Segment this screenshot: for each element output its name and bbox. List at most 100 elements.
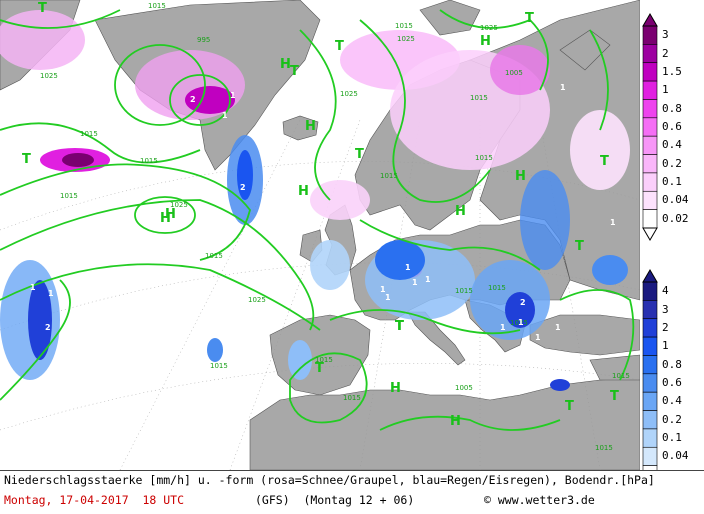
snow-precip [0, 10, 630, 278]
isobar-label: 1025 [510, 319, 528, 327]
legend-label: 3 [662, 28, 669, 42]
triangle-down-icon [642, 227, 658, 241]
legend-snow: 3 2 1.5 1 0.8 0.6 0.4 0.2 0.1 0.04 0.02 [640, 12, 704, 242]
precip-label: 1 [225, 203, 231, 212]
legend-swatch [642, 62, 658, 82]
precip-label: 1 [385, 293, 391, 302]
precip-label: 1 [610, 218, 616, 227]
legend-swatch [642, 410, 658, 430]
legend-label: 2 [662, 320, 669, 334]
footer-copyright[interactable]: © www.wetter3.de [484, 493, 595, 507]
legend-label: 4 [662, 284, 669, 298]
legend-label: 0.6 [662, 376, 682, 389]
isobar-label: 995 [197, 36, 210, 44]
land-iceland [282, 115, 319, 141]
low-pressure-label: T [38, 1, 47, 16]
isobar-label: 1015 [470, 94, 488, 102]
high-pressure-label: H [160, 211, 171, 226]
precip-label: 2 [240, 183, 246, 192]
legend-swatch [642, 172, 658, 192]
precip-label: 1 [30, 283, 36, 292]
low-pressure-label: T [290, 64, 299, 79]
land-novaya-zemlya [559, 29, 611, 71]
low-pressure-label: T [610, 389, 619, 404]
footer-date: Montag, 17-04-2017 18 UTC [4, 493, 185, 507]
precip-label: 1 [560, 83, 566, 92]
precip-label: 1 [518, 318, 524, 327]
graticule [0, 119, 640, 470]
legend-swatch [642, 44, 658, 64]
legend-swatch [642, 209, 658, 229]
low-pressure-label: T [600, 154, 609, 169]
legend-label: 0.1 [662, 175, 682, 189]
legend-rain-bar [642, 269, 658, 497]
legend-label: 3 [662, 302, 669, 316]
legend-label: 0.6 [662, 120, 682, 133]
precip-label: 1 [5, 88, 11, 97]
isobar-label: 1015 [60, 192, 78, 200]
precip-label: 1 [380, 285, 386, 294]
isobar-label: 1015 [455, 287, 473, 295]
legend-swatch [642, 190, 658, 210]
legend-label: 0.4 [662, 138, 682, 152]
precip-label: 2 [45, 323, 51, 332]
map-canvas: 1015 1025 1015 995 1015 1025 1015 1025 1005 1015 1… [0, 0, 640, 470]
isobar-label: 1015 [210, 362, 228, 370]
isobar-label: 1015 [595, 444, 613, 452]
high-pressure-label: H [165, 207, 176, 222]
isobar-label: 1015 [205, 252, 223, 260]
isobar-label: 1015 [343, 394, 361, 402]
legend-label: 0.1 [662, 431, 682, 445]
isobar-label: 1025 [340, 90, 358, 98]
precip-label: 2 [520, 298, 526, 307]
legend-swatch [642, 355, 658, 375]
legend-swatch [642, 117, 658, 137]
precip-label: 2 [190, 95, 196, 104]
high-pressure-label: H [455, 204, 466, 219]
legend-label: 0.4 [662, 394, 682, 408]
high-pressure-label: H [280, 57, 291, 72]
high-pressure-label: H [515, 169, 526, 184]
precip-label: 1 [500, 323, 506, 332]
legend-swatch [642, 428, 658, 448]
legend-swatch [642, 99, 658, 119]
isobar-label: 1015 [475, 154, 493, 162]
legend-swatch [642, 300, 658, 320]
isobar-label: 1015 [395, 22, 413, 30]
isobar-label: 1025 [170, 201, 188, 209]
isobar-label: 1025 [397, 35, 415, 43]
precip-label: 1 [425, 275, 431, 284]
legend-swatch [642, 281, 658, 301]
legend-label: 0.8 [662, 101, 682, 115]
triangle-up-icon [642, 13, 658, 27]
low-pressure-label: T [22, 152, 31, 167]
legend-swatch [642, 318, 658, 338]
isobar-label: 1025 [40, 72, 58, 80]
high-pressure-label: H [450, 414, 461, 429]
legend-label: 1.5 [662, 64, 682, 78]
precip-label: 1 [412, 278, 418, 287]
low-pressure-label: T [315, 361, 324, 376]
land-turkey [529, 314, 640, 356]
high-pressure-label: H [480, 34, 491, 49]
isobar-label: 1025 [248, 296, 266, 304]
isobars [0, 9, 635, 431]
legend-swatch [642, 446, 658, 466]
isobar-label: 1015 [140, 157, 158, 165]
isobar-label: 1005 [455, 384, 473, 392]
legend-label: 1 [662, 83, 669, 97]
legend-swatch [642, 373, 658, 393]
isobar-label: 1005 [505, 69, 523, 77]
legend-swatch [642, 336, 658, 356]
low-pressure-label: T [355, 147, 364, 162]
isobar-label: 1015 [315, 356, 333, 364]
low-pressure-label: T [575, 239, 584, 254]
isobar-label: 1015 [148, 2, 166, 10]
high-pressure-label: H [298, 184, 309, 199]
land-africa [249, 377, 640, 470]
precip-label: 1 [535, 333, 541, 342]
legend-label: 0.8 [662, 357, 682, 371]
